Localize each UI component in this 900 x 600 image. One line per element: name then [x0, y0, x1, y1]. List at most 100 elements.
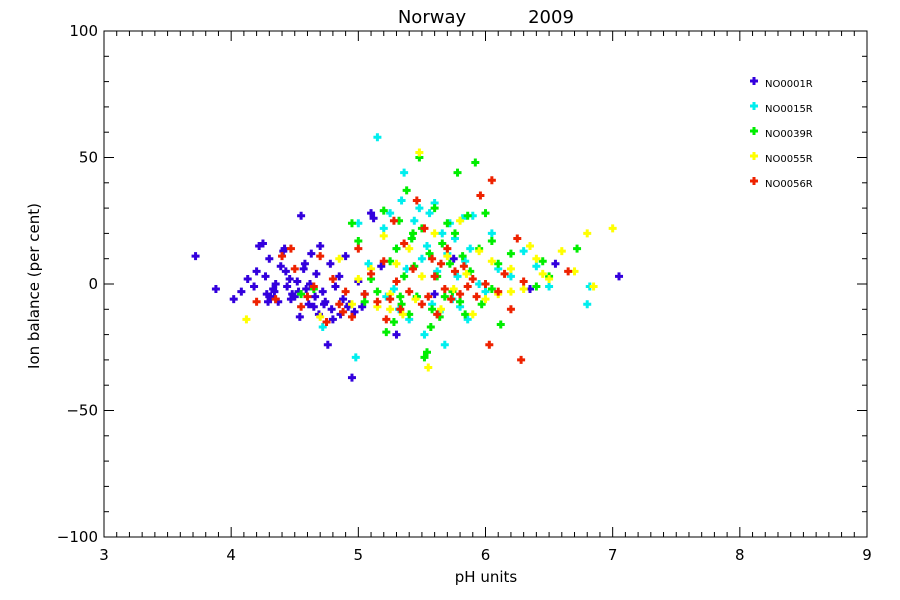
data-point [570, 267, 579, 276]
legend-marker [750, 102, 758, 110]
data-point [335, 272, 344, 281]
data-point [316, 252, 325, 261]
data-point [458, 252, 467, 261]
data-point [316, 242, 325, 251]
x-tick-label: 6 [481, 546, 491, 564]
data-point [382, 328, 391, 337]
data-point [389, 216, 398, 225]
data-point [347, 373, 356, 382]
data-point [405, 287, 414, 296]
x-tick-label: 3 [99, 546, 109, 564]
data-point [456, 302, 465, 311]
data-point [551, 259, 560, 268]
data-point [466, 267, 475, 276]
data-point [350, 307, 359, 316]
data-point [191, 252, 200, 261]
data-point [409, 264, 418, 273]
data-point [274, 297, 283, 306]
data-point [286, 295, 295, 304]
data-point [420, 353, 429, 362]
data-point [532, 254, 541, 263]
data-point [294, 287, 303, 296]
data-point [462, 269, 471, 278]
data-point [440, 340, 449, 349]
data-point [475, 247, 484, 256]
data-point [466, 244, 475, 253]
data-point [453, 272, 462, 281]
data-point [302, 285, 311, 294]
data-point [468, 211, 477, 220]
data-point [396, 305, 405, 314]
data-point [496, 320, 505, 329]
data-point [487, 229, 496, 238]
data-point [405, 244, 414, 253]
data-point [382, 292, 391, 301]
data-point [532, 262, 541, 271]
data-point [307, 249, 316, 258]
data-point [430, 199, 439, 208]
data-point [262, 290, 271, 299]
data-point [506, 272, 515, 281]
data-point [506, 264, 515, 273]
legend-marker [750, 152, 758, 160]
data-point [271, 280, 280, 288]
data-point [519, 285, 528, 294]
data-point [288, 290, 297, 299]
data-point [392, 277, 401, 286]
data-point [608, 224, 617, 233]
data-point [445, 259, 454, 268]
data-point [405, 315, 414, 324]
data-point [306, 280, 315, 288]
data-point [477, 300, 486, 309]
data-point [395, 216, 404, 225]
data-point [420, 224, 429, 233]
data-point [303, 292, 312, 301]
data-point [506, 287, 515, 296]
data-point [311, 292, 320, 301]
data-point [322, 317, 331, 326]
data-point [304, 300, 313, 309]
data-point [265, 254, 274, 263]
data-point [423, 348, 432, 357]
legend-label: NO0039R [765, 129, 813, 140]
data-point [468, 274, 477, 283]
data-point [428, 300, 437, 309]
x-tick-label: 4 [226, 546, 236, 564]
data-point [481, 287, 490, 296]
data-point [430, 204, 439, 213]
data-point [316, 312, 325, 321]
data-point [367, 269, 376, 278]
legend-marker [750, 177, 758, 185]
data-point [379, 257, 388, 266]
y-tick-label: 0 [88, 275, 98, 293]
data-point [326, 259, 335, 268]
data-point [412, 196, 421, 205]
data-point [450, 234, 459, 243]
data-point [487, 236, 496, 245]
data-point [364, 259, 373, 268]
data-point [428, 254, 437, 263]
data-point [360, 297, 369, 306]
data-point [392, 330, 401, 339]
data-point [354, 244, 363, 253]
data-point [463, 211, 472, 220]
data-point [389, 317, 398, 326]
data-point [589, 282, 598, 291]
data-point [456, 297, 465, 306]
data-point [229, 295, 238, 304]
data-point [397, 300, 406, 309]
legend-marker [750, 77, 758, 85]
data-point [475, 280, 484, 288]
data-point [526, 242, 535, 251]
data-point [351, 353, 360, 362]
series-NO0001R [191, 209, 624, 382]
data-point [513, 234, 522, 243]
y-tick-label: −50 [66, 402, 98, 420]
data-point [411, 295, 420, 304]
data-point [487, 257, 496, 266]
data-point [545, 282, 554, 291]
data-point [415, 204, 424, 213]
data-point [500, 269, 509, 278]
data-point [392, 244, 401, 253]
data-point [392, 259, 401, 268]
